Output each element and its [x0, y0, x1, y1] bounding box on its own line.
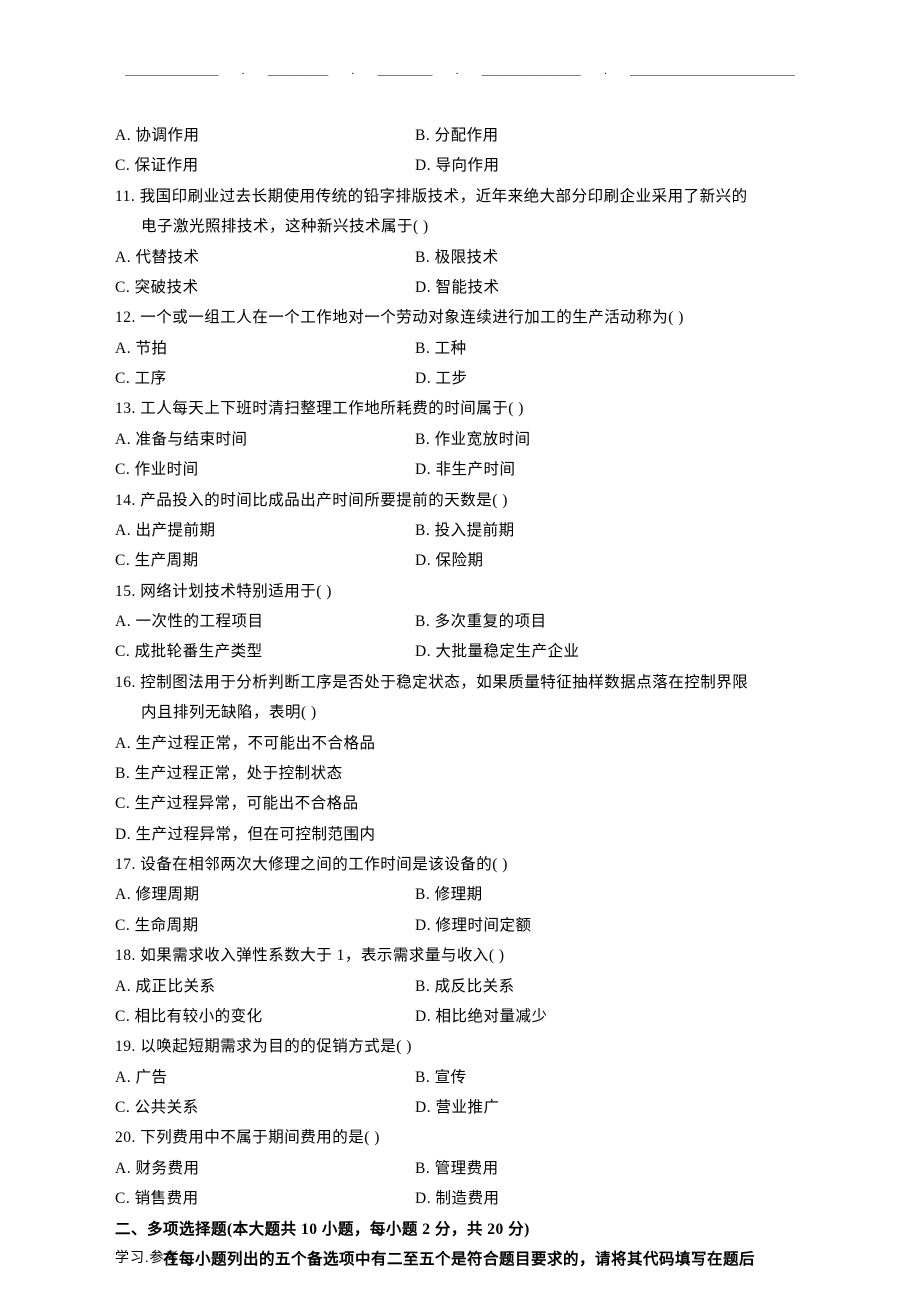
- q15-options-cd: C. 成批轮番生产类型 D. 大批量稳定生产企业: [115, 637, 805, 667]
- q10-options-cd: C. 保证作用 D. 导向作用: [115, 151, 805, 181]
- q11-text2: 电子激光照排技术，这种新兴技术属于( ): [115, 212, 805, 242]
- q11-options-ab: A. 代替技术 B. 极限技术: [115, 243, 805, 273]
- q19-options-ab: A. 广告 B. 宣传: [115, 1063, 805, 1093]
- q11-option-a: A. 代替技术: [115, 243, 415, 273]
- q14-options-ab: A. 出产提前期 B. 投入提前期: [115, 516, 805, 546]
- dash-seg: __________: [378, 65, 433, 77]
- q14-option-c: C. 生产周期: [115, 546, 415, 576]
- header-dotted-line: _________________ . ___________ . ______…: [115, 65, 805, 77]
- q11-options-cd: C. 突破技术 D. 智能技术: [115, 273, 805, 303]
- q20-option-b: B. 管理费用: [415, 1154, 805, 1184]
- q17-option-d: D. 修理时间定额: [415, 911, 805, 941]
- q15-option-b: B. 多次重复的项目: [415, 607, 805, 637]
- q11-text1: 11. 我国印刷业过去长期使用传统的铅字排版技术，近年来绝大部分印刷企业采用了新…: [115, 182, 805, 212]
- q20-text: 20. 下列费用中不属于期间费用的是( ): [115, 1123, 805, 1153]
- q19-options-cd: C. 公共关系 D. 营业推广: [115, 1093, 805, 1123]
- q13-option-b: B. 作业宽放时间: [415, 425, 805, 455]
- content-body: A. 协调作用 B. 分配作用 C. 保证作用 D. 导向作用 11. 我国印刷…: [115, 121, 805, 1275]
- q20-option-d: D. 制造费用: [415, 1184, 805, 1214]
- q13-options-cd: C. 作业时间 D. 非生产时间: [115, 455, 805, 485]
- q17-option-b: B. 修理期: [415, 880, 805, 910]
- q18-options-cd: C. 相比有较小的变化 D. 相比绝对量减少: [115, 1002, 805, 1032]
- q14-option-d: D. 保险期: [415, 546, 805, 576]
- q12-option-d: D. 工步: [415, 364, 805, 394]
- q12-option-c: C. 工序: [115, 364, 415, 394]
- dash-seg: __________________: [482, 65, 581, 77]
- dash-dot: .: [604, 65, 607, 77]
- dash-seg: ___________: [268, 65, 329, 77]
- q11-option-b: B. 极限技术: [415, 243, 805, 273]
- q13-text: 13. 工人每天上下班时清扫整理工作地所耗费的时间属于( ): [115, 394, 805, 424]
- q12-text: 12. 一个或一组工人在一个工作地对一个劳动对象连续进行加工的生产活动称为( ): [115, 303, 805, 333]
- q15-text: 15. 网络计划技术特别适用于( ): [115, 577, 805, 607]
- q16-option-c: C. 生产过程异常，可能出不合格品: [115, 789, 805, 819]
- q16-option-b: B. 生产过程正常，处于控制状态: [115, 759, 805, 789]
- q20-option-c: C. 销售费用: [115, 1184, 415, 1214]
- q17-options-cd: C. 生命周期 D. 修理时间定额: [115, 911, 805, 941]
- dash-seg: _________________: [125, 65, 219, 77]
- q19-option-a: A. 广告: [115, 1063, 415, 1093]
- dash-dot: .: [242, 65, 245, 77]
- q15-option-d: D. 大批量稳定生产企业: [415, 637, 805, 667]
- dash-seg: ______________________________: [630, 65, 795, 77]
- q16-text2: 内且排列无缺陷，表明( ): [115, 698, 805, 728]
- footer-text: 学习.参考: [115, 1247, 180, 1267]
- q16-text1: 16. 控制图法用于分析判断工序是否处于稳定状态，如果质量特征抽样数据点落在控制…: [115, 668, 805, 698]
- q10-options-ab: A. 协调作用 B. 分配作用: [115, 121, 805, 151]
- q10-option-d: D. 导向作用: [415, 151, 805, 181]
- q16-option-d: D. 生产过程异常，但在可控制范围内: [115, 820, 805, 850]
- q19-option-b: B. 宣传: [415, 1063, 805, 1093]
- q15-option-a: A. 一次性的工程项目: [115, 607, 415, 637]
- section-2-title: 二、多项选择题(本大题共 10 小题，每小题 2 分，共 20 分): [115, 1215, 805, 1245]
- q18-option-d: D. 相比绝对量减少: [415, 1002, 805, 1032]
- q13-option-c: C. 作业时间: [115, 455, 415, 485]
- dash-dot: .: [456, 65, 459, 77]
- q10-option-b: B. 分配作用: [415, 121, 805, 151]
- q16-option-a: A. 生产过程正常，不可能出不合格品: [115, 729, 805, 759]
- q14-text: 14. 产品投入的时间比成品出产时间所要提前的天数是( ): [115, 486, 805, 516]
- q13-option-a: A. 准备与结束时间: [115, 425, 415, 455]
- q20-option-a: A. 财务费用: [115, 1154, 415, 1184]
- q18-options-ab: A. 成正比关系 B. 成反比关系: [115, 972, 805, 1002]
- q17-option-a: A. 修理周期: [115, 880, 415, 910]
- q18-option-b: B. 成反比关系: [415, 972, 805, 1002]
- q15-options-ab: A. 一次性的工程项目 B. 多次重复的项目: [115, 607, 805, 637]
- q12-options-ab: A. 节拍 B. 工种: [115, 334, 805, 364]
- q19-text: 19. 以唤起短期需求为目的的促销方式是( ): [115, 1032, 805, 1062]
- q14-options-cd: C. 生产周期 D. 保险期: [115, 546, 805, 576]
- q10-option-c: C. 保证作用: [115, 151, 415, 181]
- q17-text: 17. 设备在相邻两次大修理之间的工作时间是该设备的( ): [115, 850, 805, 880]
- q10-option-a: A. 协调作用: [115, 121, 415, 151]
- q12-option-b: B. 工种: [415, 334, 805, 364]
- q13-options-ab: A. 准备与结束时间 B. 作业宽放时间: [115, 425, 805, 455]
- q14-option-b: B. 投入提前期: [415, 516, 805, 546]
- dash-dot: .: [352, 65, 355, 77]
- q11-option-c: C. 突破技术: [115, 273, 415, 303]
- q18-option-c: C. 相比有较小的变化: [115, 1002, 415, 1032]
- q20-options-ab: A. 财务费用 B. 管理费用: [115, 1154, 805, 1184]
- page-container: _________________ . ___________ . ______…: [0, 0, 920, 1315]
- q18-text: 18. 如果需求收入弹性系数大于 1，表示需求量与收入( ): [115, 941, 805, 971]
- q11-option-d: D. 智能技术: [415, 273, 805, 303]
- q14-option-a: A. 出产提前期: [115, 516, 415, 546]
- q17-options-ab: A. 修理周期 B. 修理期: [115, 880, 805, 910]
- q15-option-c: C. 成批轮番生产类型: [115, 637, 415, 667]
- q19-option-c: C. 公共关系: [115, 1093, 415, 1123]
- q20-options-cd: C. 销售费用 D. 制造费用: [115, 1184, 805, 1214]
- q18-option-a: A. 成正比关系: [115, 972, 415, 1002]
- q12-options-cd: C. 工序 D. 工步: [115, 364, 805, 394]
- q19-option-d: D. 营业推广: [415, 1093, 805, 1123]
- q12-option-a: A. 节拍: [115, 334, 415, 364]
- section-2-subtitle: 在每小题列出的五个备选项中有二至五个是符合题目要求的，请将其代码填写在题后: [115, 1245, 805, 1275]
- q13-option-d: D. 非生产时间: [415, 455, 805, 485]
- q17-option-c: C. 生命周期: [115, 911, 415, 941]
